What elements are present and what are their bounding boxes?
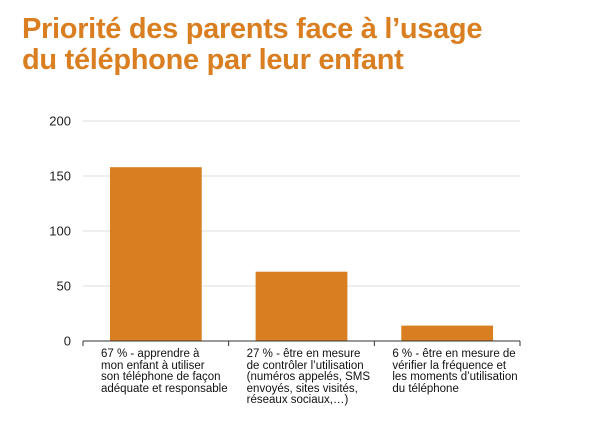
y-tick-label: 100	[49, 224, 71, 239]
y-tick-label: 150	[49, 169, 71, 184]
x-category-label-line: envoyés, sites visités,	[246, 382, 358, 395]
x-category-label-line: 67 % - apprendre à	[101, 348, 200, 360]
bar	[255, 271, 348, 341]
x-category-label-line: mon enfant à utiliser	[101, 359, 205, 372]
y-tick-label: 50	[57, 279, 71, 294]
x-category-label-line: 6 % - être en mesure de	[392, 348, 516, 360]
chart-title: Priorité des parents face à l’usage du t…	[22, 14, 582, 76]
x-category-label-line: 27 % - être en mesure	[246, 348, 361, 360]
bar	[401, 325, 494, 341]
x-category-label-line: du téléphone	[392, 382, 459, 395]
x-category-label: 27 % - être en mesure de contrôler l’util…	[246, 348, 395, 407]
bars	[109, 167, 494, 341]
chart-title-line-1: Priorité des parents face à l’usage	[22, 13, 483, 45]
x-axis-tick-marks	[82, 341, 521, 346]
chart-title-line-2: du téléphone par leur enfant	[22, 44, 404, 76]
x-category-label: 6 % - être en mesure de vérifier la fréqu…	[392, 348, 540, 395]
x-category-label-line: de contrôler l’utilisation	[246, 359, 364, 372]
x-category-label-line: (numéros appelés, SMS	[246, 371, 371, 383]
y-tick-label: 0	[64, 334, 71, 349]
x-category-label-line: les moments d’utilisation	[392, 371, 518, 383]
x-category-label-line: adéquate et responsable	[101, 382, 228, 395]
x-category-label: 67 % - apprendre à mon enfant à utiliser s…	[101, 348, 249, 395]
x-category-label-line: réseaux sociaux,…)	[246, 394, 349, 406]
y-tick-label: 200	[49, 114, 71, 129]
y-axis-ticks: 0 50 100 150 200	[49, 114, 71, 349]
bar	[109, 167, 202, 341]
x-category-label-line: son téléphone de façon	[101, 371, 221, 383]
x-category-label-line: vérifier la fréquence et	[392, 359, 507, 372]
